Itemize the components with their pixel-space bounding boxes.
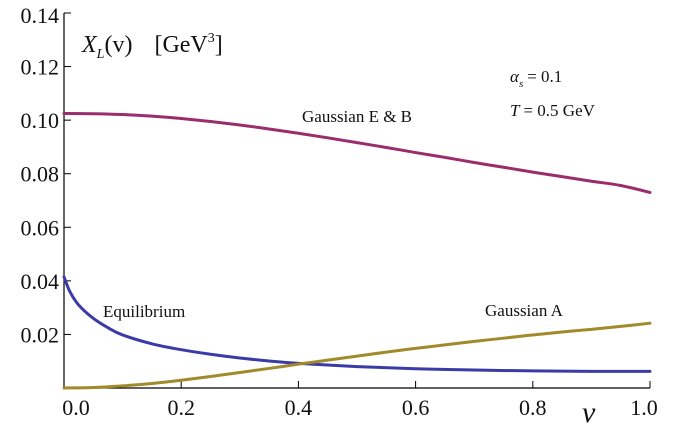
x-tick-label: 0.8 [519, 395, 547, 420]
T-value: = 0.5 GeV [523, 101, 595, 120]
alpha-sub: s [519, 78, 523, 90]
x-tick-label: 0.6 [402, 395, 430, 420]
x-tick-label: 0.0 [62, 395, 90, 420]
ticks: 0.0 0.2 0.4 0.6 0.8 1.0 0.02 0.04 0.06 0.08 0.10 0.… [21, 3, 658, 420]
y-tick-label: 0.06 [21, 215, 60, 240]
series-line-gaussian-a [62, 321, 652, 390]
y-tick-label: 0.10 [21, 108, 60, 133]
y-tick-label: 0.08 [21, 162, 60, 187]
temperature-param: T = 0.5 GeV [510, 101, 596, 120]
alpha-param: αs = 0.1 [510, 67, 562, 90]
annotation-gaussian-a: Gaussian A [485, 301, 564, 320]
y-label-arg: (v) [104, 32, 132, 58]
x-tick-label: 0.2 [167, 395, 195, 420]
series-line-equilibrium [62, 275, 652, 373]
y-label-main: X [81, 32, 98, 58]
y-tick-label: 0.12 [21, 55, 60, 80]
y-label-unit-exp: 3 [208, 31, 215, 46]
alpha-symbol: α [510, 67, 520, 86]
y-tick-label: 0.14 [21, 3, 60, 28]
T-symbol: T [510, 101, 521, 120]
annotation-equilibrium: Equilibrium [103, 302, 185, 321]
y-tick-label: 0.04 [21, 269, 60, 294]
y-label-unit-open: [GeV [154, 32, 208, 58]
y-label-unit-close: ] [215, 32, 223, 58]
axes [63, 13, 650, 389]
y-tick-label: 0.02 [21, 322, 60, 347]
y-axis-label: XL(v) [GeV3] [81, 31, 223, 62]
alpha-value: = 0.1 [527, 67, 562, 86]
x-tick-label: 1.0 [630, 395, 658, 420]
series-layer [62, 111, 652, 390]
y-label-sub: L [96, 47, 105, 62]
annotation-gaussian-eb: Gaussian E & B [302, 107, 412, 126]
x-axis-label: v [582, 396, 596, 429]
x-tick-label: 0.4 [285, 395, 313, 420]
series-line-gaussian-e-b [62, 111, 652, 194]
